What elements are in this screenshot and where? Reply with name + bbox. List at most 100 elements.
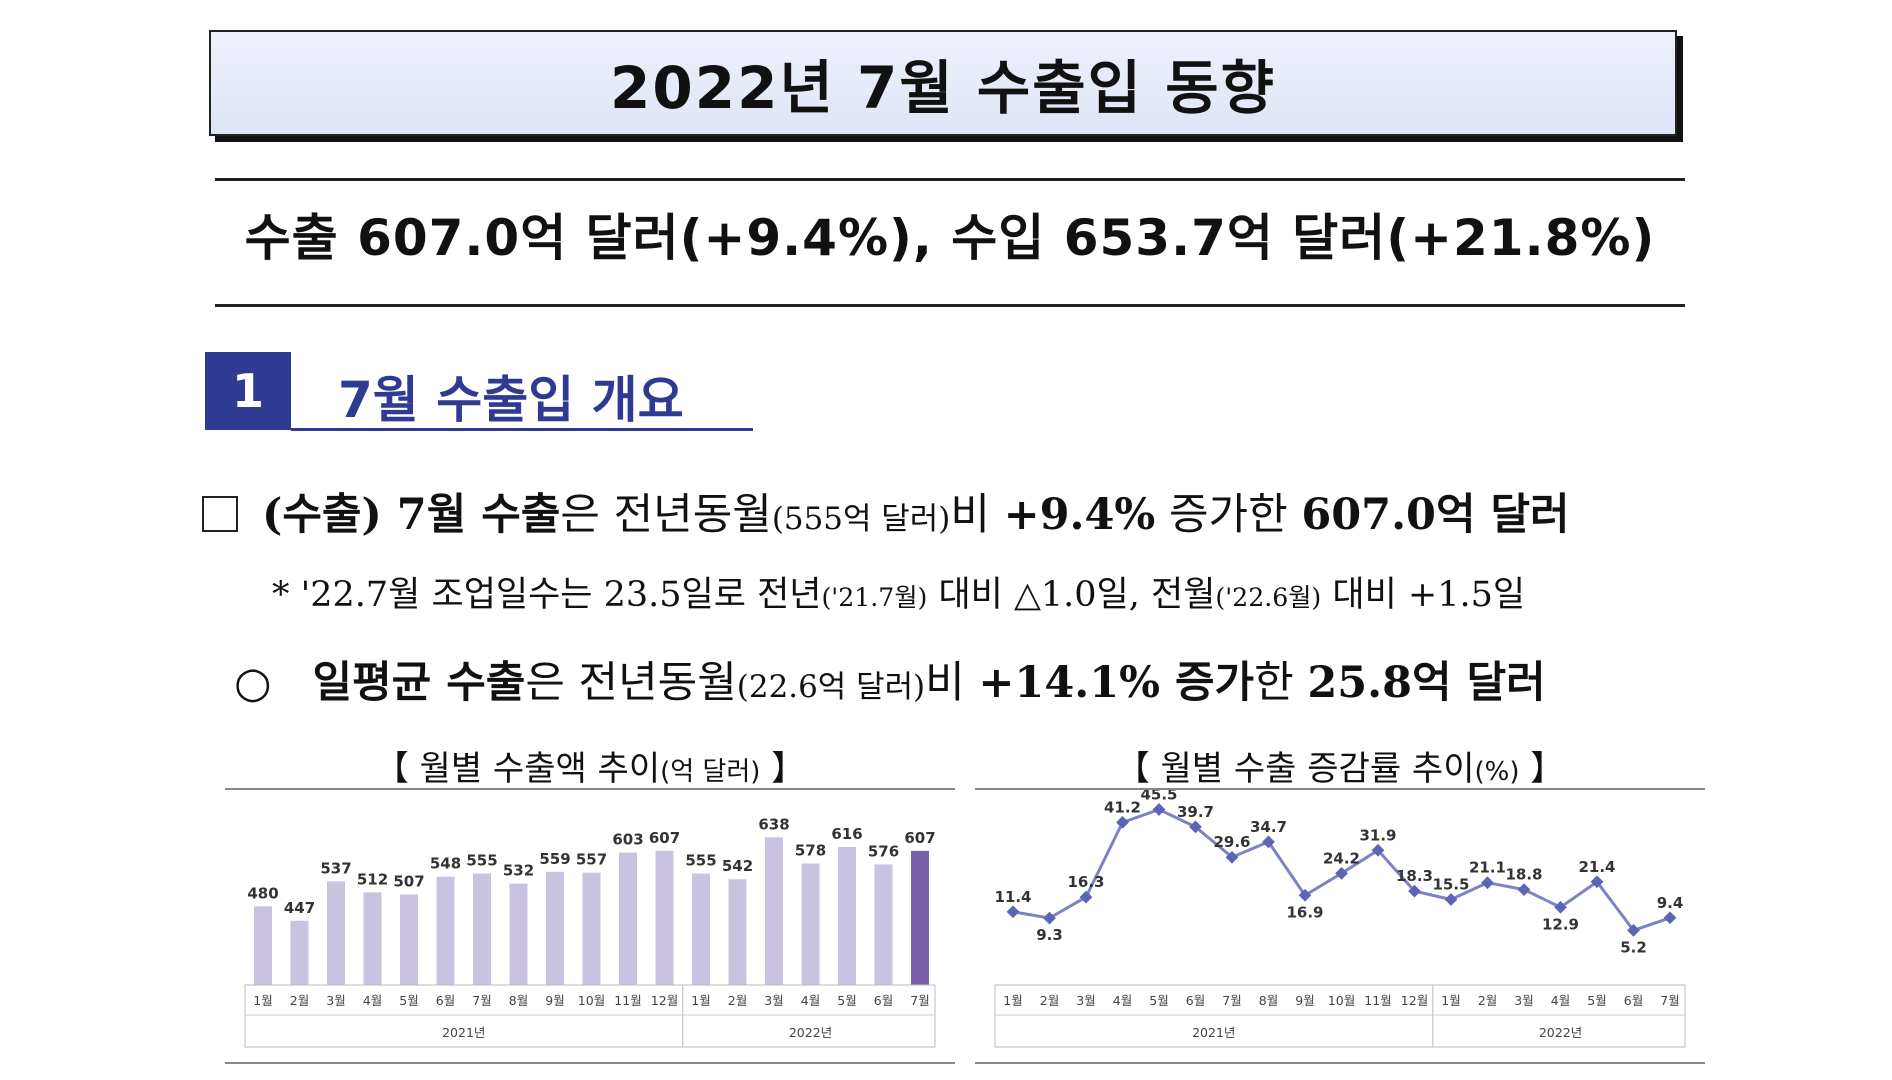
- bar: [874, 864, 893, 985]
- data-point: [1481, 876, 1494, 890]
- point-value-label: 41.2: [1104, 798, 1141, 816]
- point-value-label: 24.2: [1323, 849, 1360, 867]
- x-tick-label: 1월: [1441, 993, 1460, 1008]
- point-value-label: 18.8: [1505, 866, 1542, 884]
- bar-value-label: 559: [539, 850, 570, 868]
- daily-average-bullet: ○ 일평균 수출은 전년동월(22.6억 달러)비 +14.1% 증가한 25.…: [234, 648, 1546, 710]
- bar-chart-title-end: 】: [760, 749, 806, 789]
- daily-bullet-label: 일평균 수출: [312, 658, 526, 708]
- bar-chart-title-unit: (억 달러): [660, 757, 761, 787]
- note-part-d: ('22.6월): [1215, 583, 1322, 612]
- x-tick-label: 7월: [910, 993, 929, 1008]
- x-tick-label: 4월: [1113, 993, 1132, 1008]
- line-chart-title-unit: (%): [1474, 757, 1520, 787]
- category-axis-box: [244, 984, 936, 1048]
- data-point: [1006, 905, 1020, 919]
- export-bullet-text3: 증가한: [1155, 490, 1302, 540]
- bar-value-label: 537: [320, 859, 351, 877]
- x-tick-label: 11월: [1364, 993, 1391, 1008]
- x-tick-label: 10월: [578, 993, 605, 1008]
- x-tick-label: 8월: [509, 993, 528, 1008]
- line-chart: 11.4 9.3 16.3 41.245.539.7 29.634.7 16.9 24.2 3…: [994, 790, 1686, 1048]
- bar: [254, 906, 272, 985]
- bar-value-label: 578: [795, 842, 826, 860]
- bar-chart: 480 447 537 512 507 548 555 532 559 557 603 607 555 5…: [244, 815, 936, 1048]
- point-value-label: 21.4: [1578, 858, 1615, 876]
- point-value-label: 11.4: [994, 888, 1031, 906]
- group-label: 2022년: [1539, 1025, 1582, 1040]
- export-bullet-text: 은 전년동월: [560, 490, 772, 540]
- top-divider: [215, 178, 1685, 181]
- x-tick-label: 8월: [1259, 993, 1278, 1008]
- page-title: 2022년 7월 수출입 동향: [610, 54, 1276, 122]
- bar-value-label: 616: [831, 825, 862, 843]
- x-tick-label: 5월: [837, 993, 856, 1008]
- circle-bullet-icon: ○: [234, 658, 272, 708]
- x-tick-label: 1월: [1003, 993, 1022, 1008]
- point-value-label: 34.7: [1250, 818, 1287, 836]
- bar: [546, 871, 564, 985]
- bar-value-label: 512: [357, 870, 388, 888]
- bar: [400, 894, 418, 985]
- title-box: 2022년 7월 수출입 동향: [209, 30, 1677, 136]
- x-tick-label: 12월: [1401, 993, 1428, 1008]
- x-tick-label: 7월: [1660, 993, 1679, 1008]
- x-tick-label: 6월: [1186, 993, 1205, 1008]
- point-value-label: 39.7: [1177, 803, 1214, 821]
- x-tick-label: 6월: [436, 993, 455, 1008]
- bar-value-label: 447: [284, 899, 315, 917]
- point-value-label: 5.2: [1620, 938, 1647, 956]
- x-tick-label: 4월: [363, 993, 382, 1008]
- note-part-b: ('21.7월): [821, 583, 928, 612]
- daily-bullet-text2: 비: [925, 658, 979, 708]
- x-tick-label: 5월: [1587, 993, 1606, 1008]
- bar-value-label: 607: [649, 829, 680, 847]
- x-tick-label: 6월: [1624, 993, 1643, 1008]
- point-value-label: 9.4: [1657, 894, 1684, 912]
- point-value-label: 31.9: [1359, 826, 1396, 844]
- data-point: [1043, 911, 1056, 925]
- export-bullet-tag: (수출) 7월 수출: [262, 490, 561, 540]
- x-tick-label: 9월: [545, 993, 564, 1008]
- x-tick-label: 3월: [1514, 993, 1533, 1008]
- x-tick-label: 2월: [290, 993, 309, 1008]
- line-chart-title-end: 】: [1519, 749, 1565, 789]
- point-value-label: 12.9: [1542, 915, 1579, 933]
- x-tick-label: 2월: [1478, 993, 1497, 1008]
- bar-value-label: 480: [247, 884, 278, 902]
- group-label: 2022년: [789, 1025, 832, 1040]
- x-tick-label: 1월: [253, 993, 272, 1008]
- bar-chart-title: 【 월별 수출액 추이(억 달러) 】: [225, 741, 955, 790]
- x-tick-label: 5월: [1149, 993, 1168, 1008]
- point-value-label: 16.9: [1286, 903, 1323, 921]
- bar: [728, 879, 747, 985]
- bar: [290, 920, 309, 985]
- bar-value-label: 548: [430, 855, 461, 873]
- x-tick-label: 2월: [1040, 993, 1059, 1008]
- x-tick-label: 7월: [1222, 993, 1241, 1008]
- data-point: [1079, 890, 1093, 904]
- bar-value-label: 555: [685, 852, 716, 870]
- data-point: [1444, 893, 1458, 906]
- bar: [509, 883, 528, 985]
- x-tick-label: 2월: [728, 993, 747, 1008]
- x-tick-label: 3월: [764, 993, 783, 1008]
- bar-value-label: 638: [758, 815, 789, 833]
- line-chart-panel: 11.4 9.3 16.3 41.2 45.5 39.7 29.6 34.7 16.9 24.2 3…: [975, 788, 1705, 1064]
- export-bullet-base: (555억 달러): [771, 501, 951, 537]
- export-bullet: (수출) 7월 수출은 전년동월(555억 달러)비 +9.4% 증가한 607…: [202, 480, 1570, 542]
- x-tick-label: 4월: [1551, 993, 1570, 1008]
- export-bullet-text2: 비: [950, 490, 1004, 540]
- data-point: [1116, 816, 1129, 829]
- section-number: 1: [205, 352, 291, 430]
- x-tick-label: 12월: [651, 993, 678, 1008]
- x-tick-label: 9월: [1295, 993, 1314, 1008]
- daily-bullet-base: (22.6억 달러): [736, 669, 926, 705]
- point-value-label: 21.1: [1469, 859, 1506, 877]
- bar-value-label: 507: [393, 873, 424, 891]
- x-tick-label: 3월: [326, 993, 345, 1008]
- point-value-label: 45.5: [1140, 790, 1177, 804]
- checkbox-square-icon: [202, 496, 238, 532]
- point-value-label: 29.6: [1213, 833, 1250, 851]
- bar: [801, 863, 820, 985]
